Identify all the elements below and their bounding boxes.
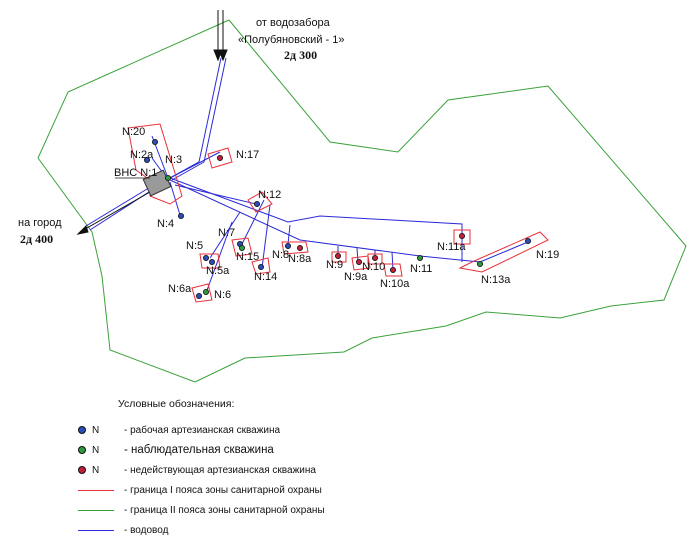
legend-symbol: N [92, 444, 100, 456]
well-20[interactable] [151, 138, 158, 145]
zone2-boundary [37, 19, 687, 383]
well-14[interactable] [257, 263, 264, 270]
legend-text: - недействующая артезианская скважина [124, 464, 316, 476]
label-well-6: N:6 [214, 289, 231, 301]
legend-text: - граница I пояса зоны санитарной охраны [124, 484, 322, 496]
well-12[interactable] [253, 200, 260, 207]
legend-item-water-pipe: - водовод [78, 522, 478, 538]
well-3[interactable] [164, 174, 171, 181]
water-pipe-line-icon [78, 529, 114, 531]
well-8[interactable] [284, 242, 291, 249]
well-15[interactable] [238, 244, 245, 251]
label-well-12: N:12 [258, 189, 281, 201]
well-10[interactable] [371, 254, 378, 261]
source-annotation-line1: от водозабора [256, 17, 331, 29]
source-annotation-line2: «Полубяновский - 1» [238, 34, 344, 46]
city-annotation: на город [18, 217, 62, 229]
legend-title: Условные обозначения: [118, 398, 235, 410]
legend-symbol: N [92, 464, 100, 476]
label-well-3: N:3 [165, 154, 182, 166]
label-well-2a: N:2a [130, 149, 154, 161]
legend-item-observation-well: N - наблюдательная скважина [78, 442, 478, 458]
working-well-icon [78, 426, 86, 434]
label-well-15: N:15 [236, 251, 259, 263]
label-well-6a: N:6a [168, 283, 192, 295]
label-well-13a: N:13a [481, 274, 511, 286]
water-pipelines [85, 57, 529, 294]
label-well-8: N:8 [272, 249, 289, 261]
legend-item-inactive-well: N - недействующая артезианская скважина [78, 462, 478, 478]
zone1-line-icon [78, 489, 114, 491]
label-well-8a: N:8a [288, 253, 312, 265]
well-11[interactable] [416, 254, 423, 261]
well-19[interactable] [525, 237, 532, 244]
legend-symbol: N [92, 424, 100, 436]
well-6[interactable] [202, 288, 209, 295]
label-well-4: N:4 [157, 218, 174, 230]
well-5[interactable] [202, 254, 209, 261]
label-well-11: N:11 [410, 263, 432, 275]
label-well-19: N:19 [536, 249, 559, 261]
well-11a[interactable] [458, 232, 465, 239]
label-well-10a: N:10a [380, 278, 410, 290]
legend-text: - наблюдательная скважина [124, 444, 274, 456]
well-6a[interactable] [195, 292, 202, 299]
legend-text: - водовод [124, 524, 169, 536]
well-9a[interactable] [355, 258, 362, 265]
well-labels: N:20 N:2a N:3 N:17 N:4 N:12 N:7 N:5 N:5a… [122, 126, 559, 301]
label-well-11a: N:11a [437, 241, 466, 253]
well-4[interactable] [177, 212, 184, 219]
label-well-17: N:17 [236, 149, 259, 161]
well-17[interactable] [216, 154, 223, 161]
label-well-20: N:20 [122, 126, 145, 138]
label-well-14: N:14 [254, 271, 277, 283]
legend-text: - граница II пояса зоны санитарной охран… [124, 504, 325, 516]
label-well-5: N:5 [186, 240, 203, 252]
label-well-7: N:7 [218, 227, 235, 239]
zone1-boundaries [127, 123, 549, 303]
legend-item-zone1: - граница I пояса зоны санитарной охраны [78, 482, 478, 498]
label-well-9a: N:9a [344, 271, 368, 283]
wells-layer [143, 138, 532, 299]
source-pipe-size: 2д 300 [284, 48, 317, 62]
observation-well-icon [78, 446, 86, 454]
label-well-9: N:9 [326, 259, 343, 271]
well-9[interactable] [334, 252, 341, 259]
well-13a[interactable] [476, 260, 483, 267]
legend-text: - рабочая артезианская скважина [124, 424, 281, 436]
water-intake-map: N:20 N:2a N:3 N:17 N:4 N:12 N:7 N:5 N:5a… [18, 10, 687, 383]
legend-item-working-well: N - рабочая артезианская скважина [78, 422, 478, 438]
inactive-well-icon [78, 466, 86, 474]
station-label: ВНС N:1 [114, 167, 157, 179]
legend-item-zone2: - граница II пояса зоны санитарной охран… [78, 502, 478, 518]
well-5a[interactable] [208, 258, 215, 265]
flow-arrows [76, 10, 228, 235]
city-pipe-size: 2д 400 [20, 232, 53, 246]
well-10a[interactable] [389, 266, 396, 273]
label-well-10: N:10 [362, 261, 385, 273]
label-well-5a: N:5a [206, 265, 230, 277]
zone2-line-icon [78, 509, 114, 511]
well-2a[interactable] [143, 156, 150, 163]
well-8a[interactable] [296, 244, 303, 251]
